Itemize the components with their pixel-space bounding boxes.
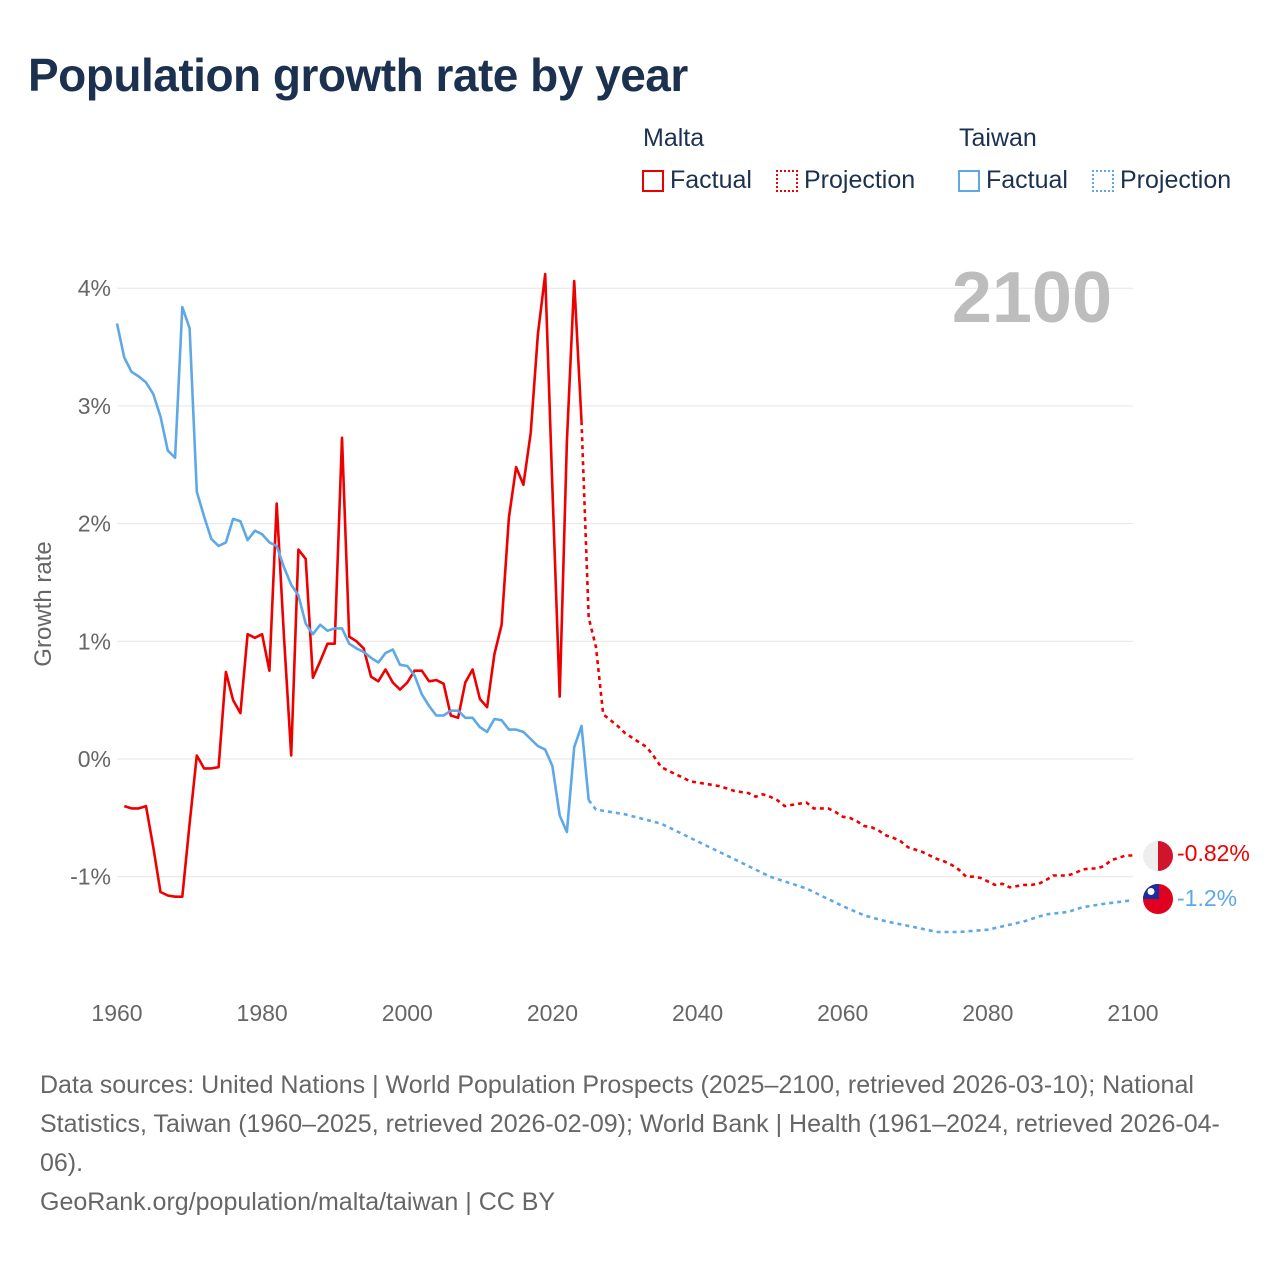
- chart-title: Population growth rate by year: [28, 49, 688, 101]
- legend-malta-projection[interactable]: Projection: [776, 166, 915, 195]
- taiwan-end-label: -1.2%: [1177, 885, 1237, 911]
- legend-label: Factual: [986, 166, 1068, 194]
- legend-taiwan-projection[interactable]: Projection: [1092, 166, 1231, 195]
- x-tick-label: 2040: [672, 1000, 723, 1026]
- footer: Data sources: United Nations | World Pop…: [40, 1066, 1250, 1222]
- malta-end-label: -0.82%: [1177, 840, 1250, 866]
- legend-label: Projection: [1120, 166, 1232, 194]
- x-tick-label: 2060: [817, 1000, 868, 1026]
- x-tick-label: 1960: [91, 1000, 142, 1026]
- solid-swatch-icon: [642, 169, 664, 192]
- y-axis-label: Growth rate: [30, 541, 57, 666]
- x-tick-label: 2020: [527, 1000, 578, 1026]
- x-tick-label: 2000: [382, 1000, 433, 1026]
- data-sources: Data sources: United Nations | World Pop…: [40, 1071, 1220, 1177]
- dotted-swatch-icon: [1092, 169, 1114, 192]
- y-tick-label: 3%: [78, 393, 111, 419]
- legend-label: Projection: [804, 166, 916, 194]
- legend-group-taiwan: Taiwan: [959, 124, 1037, 152]
- x-tick-label: 1980: [237, 1000, 288, 1026]
- legend-taiwan-factual[interactable]: Factual: [958, 166, 1068, 195]
- year-watermark: 2100: [952, 258, 1112, 338]
- taiwan-projection-line: [587, 799, 1134, 934]
- y-tick-label: 2%: [78, 511, 111, 537]
- taiwan-factual-line: [115, 305, 590, 834]
- solid-swatch-icon: [958, 169, 980, 192]
- line-chart: 4% 3% 2% 1% 0% -1% 1960 1980 2000 2020 2040 2060 208…: [30, 258, 1250, 1026]
- x-tick-label: 2100: [1107, 1000, 1158, 1026]
- y-tick-label: -1%: [70, 864, 111, 890]
- x-tick-label: 2080: [962, 1000, 1013, 1026]
- dotted-swatch-icon: [776, 169, 798, 192]
- malta-flag-icon: [1143, 841, 1173, 871]
- y-tick-label: 1%: [78, 628, 111, 654]
- y-tick-label: 0%: [78, 746, 111, 772]
- y-tick-label: 4%: [78, 275, 111, 301]
- credit-link[interactable]: GeoRank.org/population/malta/taiwan | CC…: [40, 1188, 556, 1216]
- malta-projection-line: [580, 421, 1133, 889]
- taiwan-flag-icon: [1143, 884, 1173, 914]
- legend-malta-factual[interactable]: Factual: [642, 166, 752, 195]
- legend-label: Factual: [670, 166, 752, 194]
- malta-factual-line: [123, 272, 583, 898]
- legend-group-malta: Malta: [643, 124, 705, 152]
